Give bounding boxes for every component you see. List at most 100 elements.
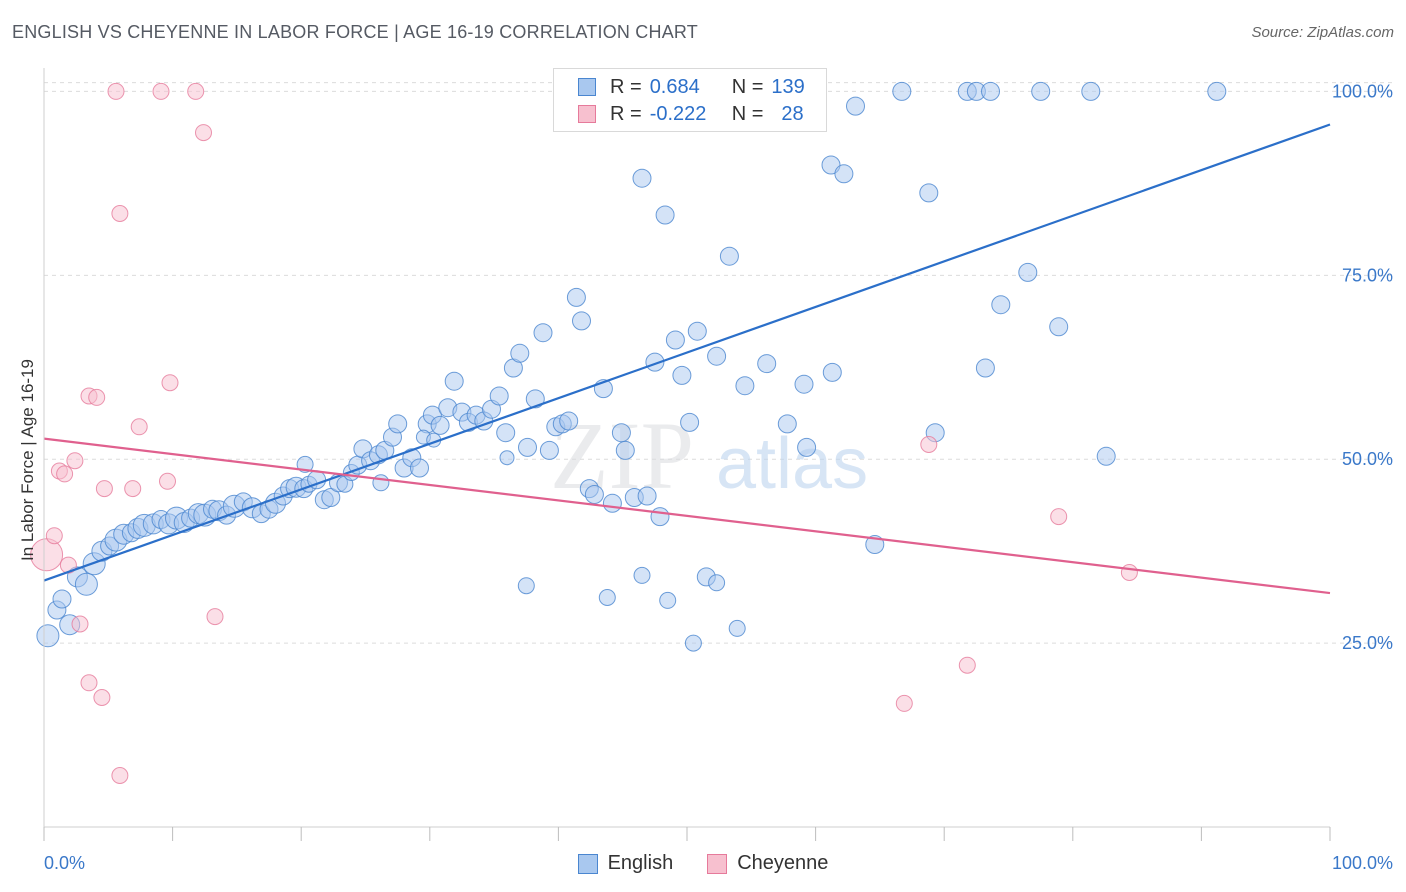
english-point — [822, 362, 842, 382]
english-point — [777, 414, 797, 434]
chart-title: ENGLISH VS CHEYENNE IN LABOR FORCE | AGE… — [12, 22, 698, 42]
cheyenne-point — [124, 480, 142, 498]
english-point — [410, 458, 429, 478]
x-tick-label: 100.0% — [1332, 853, 1393, 873]
english-point — [36, 624, 60, 648]
cheyenne-point — [93, 689, 111, 706]
r-value: -0.222 — [649, 102, 707, 125]
english-point — [1049, 317, 1069, 337]
english-point — [650, 507, 670, 527]
y-axis-label: In Labor Force | Age 16-19 — [18, 359, 37, 561]
english-point — [496, 423, 516, 443]
english-point — [518, 437, 537, 457]
cheyenne-point — [187, 82, 205, 100]
english-point — [615, 440, 635, 460]
n-value: 28 — [781, 102, 804, 125]
english-point — [1207, 81, 1227, 101]
english-point — [321, 488, 341, 507]
y-tick-label: 100.0% — [1332, 81, 1393, 101]
legend-item-cheyenne[interactable]: Cheyenne — [707, 852, 828, 875]
english-point — [846, 96, 865, 116]
cheyenne-point — [958, 656, 976, 674]
english-point — [611, 423, 631, 443]
english-point — [991, 295, 1011, 315]
cheyenne-swatch — [578, 105, 596, 123]
cheyenne-point — [59, 556, 77, 574]
legend-item-english[interactable]: English — [577, 852, 674, 875]
y-tick-label: 75.0% — [1342, 265, 1393, 285]
watermark-atlas: atlas — [716, 424, 868, 504]
english-point — [728, 619, 746, 637]
english-point — [797, 437, 817, 457]
english-point — [1081, 81, 1101, 101]
english-point — [719, 246, 739, 266]
english-point — [572, 311, 591, 331]
cheyenne-point — [152, 82, 170, 100]
english-point — [52, 589, 72, 609]
cheyenne-points — [30, 82, 1138, 784]
y-tick-label: 50.0% — [1342, 449, 1393, 469]
stats-legend: R = 0.684 N = 139 R = -0.222 N = 28 — [553, 68, 827, 132]
cheyenne-point — [71, 615, 89, 633]
english-point — [684, 634, 702, 652]
legend-row-english: R = 0.684 N = 139 — [578, 75, 805, 99]
x-tick-label: 0.0% — [44, 853, 85, 873]
english-point — [708, 574, 726, 592]
english-points — [36, 81, 1227, 652]
english-point — [533, 323, 553, 343]
english-point — [499, 450, 515, 466]
english-point — [919, 183, 939, 203]
cheyenne-point — [1050, 508, 1068, 526]
english-point — [632, 168, 652, 188]
english-point — [539, 440, 559, 460]
cheyenne-swatch — [707, 853, 728, 874]
english-point — [74, 572, 98, 596]
english-point — [834, 164, 854, 184]
n-label: N = — [731, 102, 764, 125]
watermark: ZIP atlas — [550, 402, 868, 509]
english-point — [372, 474, 390, 492]
english-point — [707, 346, 727, 366]
cheyenne-point — [80, 674, 98, 692]
english-point — [517, 577, 535, 595]
english-point — [687, 321, 707, 341]
english-point — [665, 330, 685, 350]
cheyenne-point — [159, 472, 176, 490]
cheyenne-point — [195, 124, 212, 142]
cheyenne-trend-line — [43, 437, 1331, 595]
r-label: R = — [610, 75, 642, 98]
english-point — [633, 566, 651, 584]
english-point — [735, 376, 755, 396]
english-point — [559, 411, 579, 431]
english-point — [680, 412, 700, 432]
legend-label-english: English — [607, 852, 674, 874]
cheyenne-point — [895, 694, 913, 712]
series-legend: English Cheyenne — [0, 852, 1406, 875]
source-credit: Source: ZipAtlas.com — [1251, 24, 1394, 41]
english-point — [637, 486, 657, 506]
english-point — [975, 358, 995, 378]
cheyenne-point — [206, 608, 224, 626]
english-point — [444, 371, 464, 391]
english-point — [489, 386, 509, 406]
cheyenne-point — [1120, 564, 1138, 581]
r-value: 0.684 — [649, 75, 700, 98]
english-point — [598, 589, 616, 606]
cheyenne-point — [66, 452, 84, 470]
cheyenne-point — [45, 527, 63, 545]
cheyenne-point — [95, 480, 113, 498]
english-point — [981, 81, 1000, 101]
english-point — [757, 354, 777, 374]
cheyenne-point — [107, 82, 125, 100]
english-point — [566, 287, 586, 307]
cheyenne-point — [111, 767, 129, 784]
cheyenne-point — [56, 465, 74, 483]
english-point — [584, 485, 604, 504]
y-tick-label: 25.0% — [1342, 633, 1393, 653]
english-point — [1018, 262, 1038, 282]
english-point — [794, 374, 814, 394]
cheyenne-point — [130, 418, 148, 436]
cheyenne-point — [920, 436, 938, 453]
english-point — [602, 493, 622, 513]
